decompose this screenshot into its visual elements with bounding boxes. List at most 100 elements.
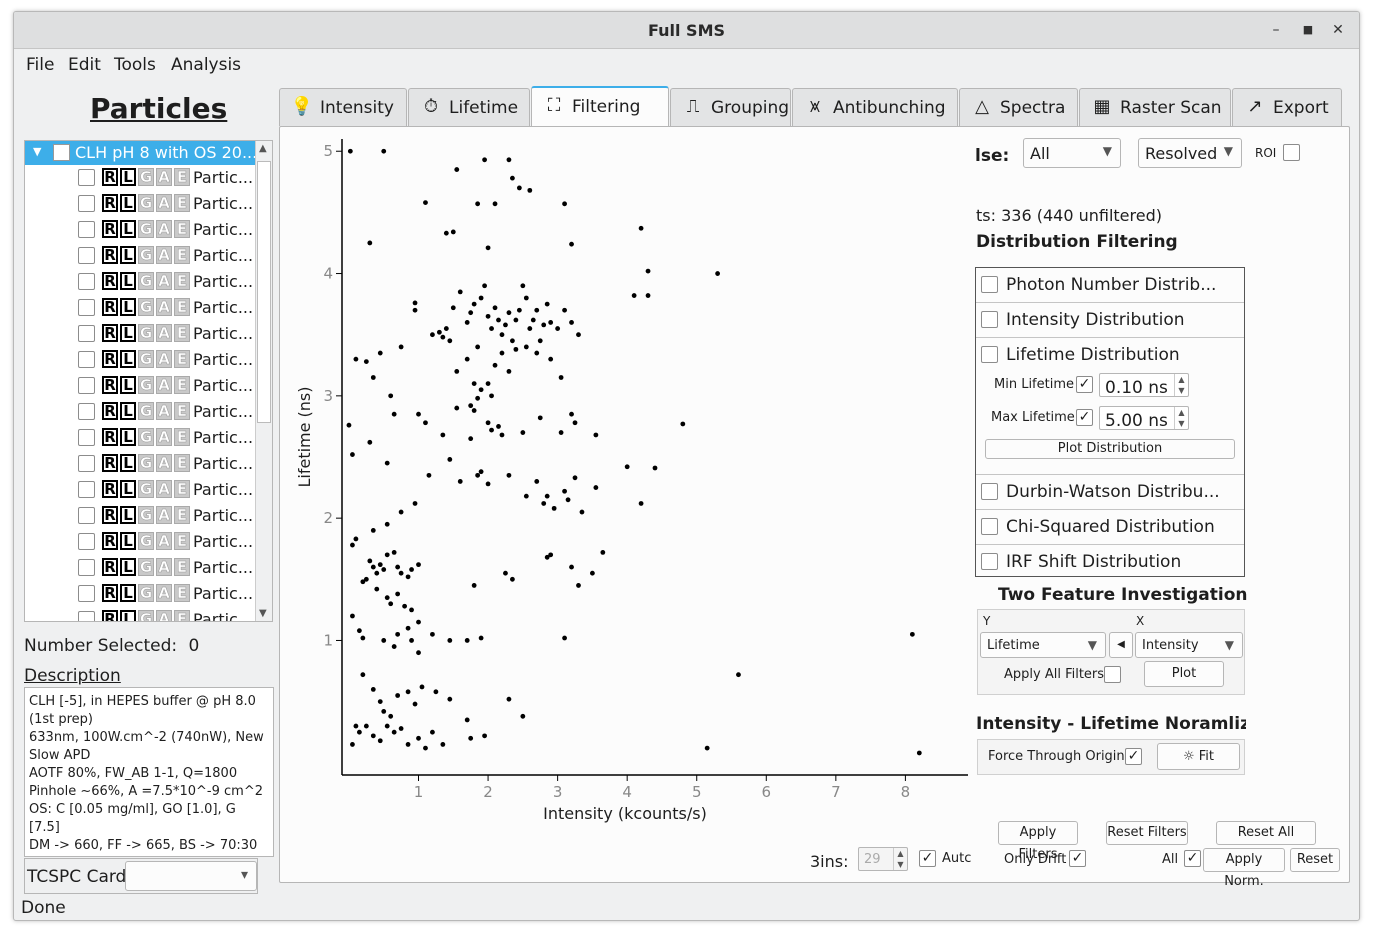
particle-row[interactable]: R L G A E Partic... (25, 321, 256, 347)
particle-row[interactable]: R L G A E Partic... (25, 581, 256, 607)
particle-row[interactable]: R L G A E Partic... (25, 555, 256, 581)
particle-row[interactable]: R L G A E Partic... (25, 165, 256, 191)
x-feature-combo[interactable]: Intensity ▼ (1135, 632, 1243, 658)
dist-irf-shift[interactable]: IRF Shift Distribution (976, 545, 1244, 580)
plot-button[interactable]: Plot (1144, 661, 1224, 687)
menu-analysis[interactable]: Analysis (171, 55, 242, 75)
photon-number-checkbox[interactable] (981, 276, 998, 293)
plot-distribution-button[interactable]: Plot Distribution (985, 439, 1235, 459)
particle-checkbox[interactable] (78, 273, 95, 290)
max-lifetime-spinbox[interactable]: 5.00 ns ▲ ▼ (1099, 406, 1189, 431)
durbin-watson-checkbox[interactable] (981, 483, 998, 500)
tab-intensity[interactable]: 💡 Intensity (279, 88, 407, 126)
particle-row[interactable]: R L G A E Partic... (25, 269, 256, 295)
irf-shift-checkbox[interactable] (981, 553, 998, 570)
particle-checkbox[interactable] (78, 585, 95, 602)
particle-row[interactable]: R L G A E Partic... (25, 243, 256, 269)
bins-spinbox[interactable]: 29 ▲ ▼ (858, 847, 908, 871)
scatter-point (503, 322, 508, 328)
particle-checkbox[interactable] (78, 325, 95, 342)
tree-scrollbar[interactable]: ▲ ▼ (255, 141, 272, 621)
dist-intensity[interactable]: Intensity Distribution (976, 303, 1244, 338)
particle-checkbox[interactable] (78, 481, 95, 498)
mode-combo[interactable]: Resolved ▼ (1138, 138, 1242, 168)
root-checkbox[interactable] (53, 144, 70, 161)
roi-checkbox[interactable] (1283, 144, 1300, 161)
particle-row[interactable]: R L G A E Partic... (25, 425, 256, 451)
scroll-down-icon[interactable]: ▼ (259, 608, 267, 619)
apply-filters-button[interactable]: Apply Filters (998, 821, 1078, 862)
dist-durbin-watson[interactable]: Durbin-Watson Distribu... (976, 475, 1244, 510)
close-icon[interactable]: ✕ (1332, 22, 1344, 38)
menu-edit[interactable]: Edit (68, 55, 101, 75)
particle-checkbox[interactable] (78, 351, 95, 368)
all-checkbox[interactable]: ✓ (1184, 850, 1201, 867)
intensity-dist-checkbox[interactable] (981, 311, 998, 328)
menu-tools[interactable]: Tools (114, 55, 156, 75)
apply-all-filters-checkbox[interactable] (1104, 666, 1121, 683)
particle-row[interactable]: R L G A E Partic... (25, 503, 256, 529)
tab-grouping[interactable]: ⎍ Grouping (670, 88, 791, 126)
tab-filtering[interactable]: ⛶ Filtering (531, 86, 669, 126)
particle-checkbox[interactable] (78, 195, 95, 212)
dist-chi-squared[interactable]: Chi-Squared Distribution (976, 510, 1244, 545)
particle-checkbox[interactable] (78, 559, 95, 576)
particle-row[interactable]: R L G A E Partic... (25, 347, 256, 373)
menu-file[interactable]: File (26, 55, 55, 75)
y-feature-combo[interactable]: Lifetime ▼ (980, 632, 1106, 658)
particle-checkbox[interactable] (78, 533, 95, 550)
auto-bins-checkbox[interactable]: ✓ (919, 850, 936, 867)
particle-row[interactable]: R L G A E Partic... (25, 529, 256, 555)
spin-arrows-icon[interactable]: ▲ ▼ (1174, 374, 1188, 396)
spin-arrows-icon[interactable]: ▲ ▼ (893, 848, 907, 870)
only-drift-checkbox[interactable]: ✓ (1069, 850, 1086, 867)
particle-checkbox[interactable] (78, 299, 95, 316)
particle-checkbox[interactable] (78, 507, 95, 524)
minimize-icon[interactable]: – (1272, 22, 1280, 38)
particle-row[interactable]: R L G A E Partic... (25, 451, 256, 477)
tree-root-item[interactable]: ▼ CLH pH 8 with OS 20... (25, 141, 257, 165)
chi-squared-checkbox[interactable] (981, 518, 998, 535)
dist-lifetime[interactable]: Lifetime Distribution Min Lifetime ✓ 0.1… (976, 338, 1244, 475)
particle-checkbox[interactable] (78, 403, 95, 420)
particle-row[interactable]: R L G A E Partic... (25, 373, 256, 399)
tab-export[interactable]: ↗ Export (1232, 88, 1342, 126)
tab-antibunching[interactable]: ⩙ Antibunching (792, 88, 958, 126)
particle-row[interactable]: R L G A E Partic... (25, 607, 256, 621)
particle-checkbox[interactable] (78, 169, 95, 186)
particle-checkbox[interactable] (78, 377, 95, 394)
particle-row[interactable]: R L G A E Partic... (25, 191, 256, 217)
reset-all-filters-button[interactable]: Reset All Filters (1216, 821, 1316, 862)
maximize-icon[interactable]: ■ (1302, 23, 1314, 36)
min-lifetime-spinbox[interactable]: 0.10 ns ▲ ▼ (1099, 373, 1189, 398)
particle-checkbox[interactable] (78, 247, 95, 264)
max-lifetime-checkbox[interactable]: ✓ (1076, 409, 1093, 426)
use-combo[interactable]: All ▼ (1023, 138, 1121, 168)
particle-checkbox[interactable] (78, 221, 95, 238)
particle-row[interactable]: R L G A E Partic... (25, 295, 256, 321)
reset-filters-button[interactable]: Reset Filters (1106, 821, 1188, 845)
tab-lifetime[interactable]: ⏱ Lifetime (408, 88, 530, 126)
reset-button[interactable]: Reset (1290, 848, 1340, 872)
tab-raster-scan[interactable]: ▦ Raster Scan (1079, 88, 1231, 126)
scroll-thumb[interactable] (257, 161, 271, 423)
description-box[interactable]: CLH [-5], in HEPES buffer @ pH 8.0 (1st … (24, 687, 274, 857)
particle-row[interactable]: R L G A E Partic... (25, 477, 256, 503)
expand-arrow-icon[interactable]: ▼ (33, 145, 42, 158)
particle-checkbox[interactable] (78, 611, 95, 621)
dist-photon-number[interactable]: Photon Number Distrib... (976, 268, 1244, 303)
lifetime-dist-checkbox[interactable] (981, 346, 998, 363)
apply-norm-button[interactable]: Apply Norm. (1203, 848, 1285, 889)
fit-button[interactable]: ☼ Fit (1157, 743, 1240, 770)
scroll-up-icon[interactable]: ▲ (259, 143, 267, 154)
tcspc-combo[interactable] (125, 861, 257, 891)
swap-left-icon[interactable]: ◀ (1109, 632, 1133, 658)
force-origin-checkbox[interactable]: ✓ (1125, 748, 1142, 765)
tab-spectra[interactable]: △ Spectra (959, 88, 1078, 126)
particle-row[interactable]: R L G A E Partic... (25, 217, 256, 243)
min-lifetime-checkbox[interactable]: ✓ (1076, 376, 1093, 393)
particle-checkbox[interactable] (78, 429, 95, 446)
particle-row[interactable]: R L G A E Partic... (25, 399, 256, 425)
particle-checkbox[interactable] (78, 455, 95, 472)
spin-arrows-icon[interactable]: ▲ ▼ (1174, 407, 1188, 429)
